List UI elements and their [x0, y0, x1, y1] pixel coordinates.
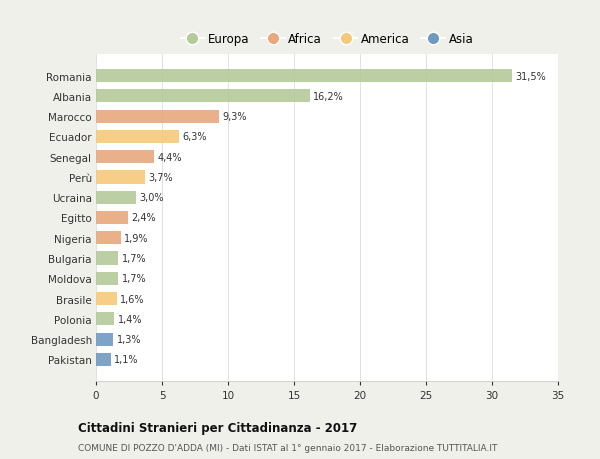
Bar	[96, 191, 136, 204]
Bar	[96, 212, 128, 224]
Bar	[96, 90, 310, 103]
Text: 1,1%: 1,1%	[114, 355, 139, 364]
Bar	[96, 333, 113, 346]
Text: COMUNE DI POZZO D'ADDA (MI) - Dati ISTAT al 1° gennaio 2017 - Elaborazione TUTTI: COMUNE DI POZZO D'ADDA (MI) - Dati ISTAT…	[78, 443, 497, 452]
Bar	[96, 171, 145, 184]
Text: 1,6%: 1,6%	[121, 294, 145, 304]
Bar	[96, 353, 110, 366]
Text: 4,4%: 4,4%	[157, 152, 182, 162]
Bar	[96, 313, 115, 326]
Text: 3,0%: 3,0%	[139, 193, 163, 203]
Text: 3,7%: 3,7%	[148, 173, 173, 183]
Bar	[96, 252, 118, 265]
Text: 1,4%: 1,4%	[118, 314, 142, 324]
Text: 1,9%: 1,9%	[124, 233, 149, 243]
Bar	[96, 151, 154, 164]
Bar	[96, 110, 219, 123]
Text: 16,2%: 16,2%	[313, 92, 344, 102]
Text: 9,3%: 9,3%	[222, 112, 247, 122]
Bar	[96, 130, 179, 144]
Text: 6,3%: 6,3%	[182, 132, 207, 142]
Text: 1,7%: 1,7%	[122, 253, 146, 263]
Bar	[96, 292, 117, 306]
Text: Cittadini Stranieri per Cittadinanza - 2017: Cittadini Stranieri per Cittadinanza - 2…	[78, 421, 357, 434]
Legend: Europa, Africa, America, Asia: Europa, Africa, America, Asia	[176, 28, 478, 51]
Bar	[96, 70, 512, 83]
Bar	[96, 232, 121, 245]
Bar	[96, 272, 118, 285]
Text: 1,3%: 1,3%	[116, 334, 141, 344]
Text: 31,5%: 31,5%	[515, 72, 546, 81]
Text: 1,7%: 1,7%	[122, 274, 146, 284]
Text: 2,4%: 2,4%	[131, 213, 155, 223]
